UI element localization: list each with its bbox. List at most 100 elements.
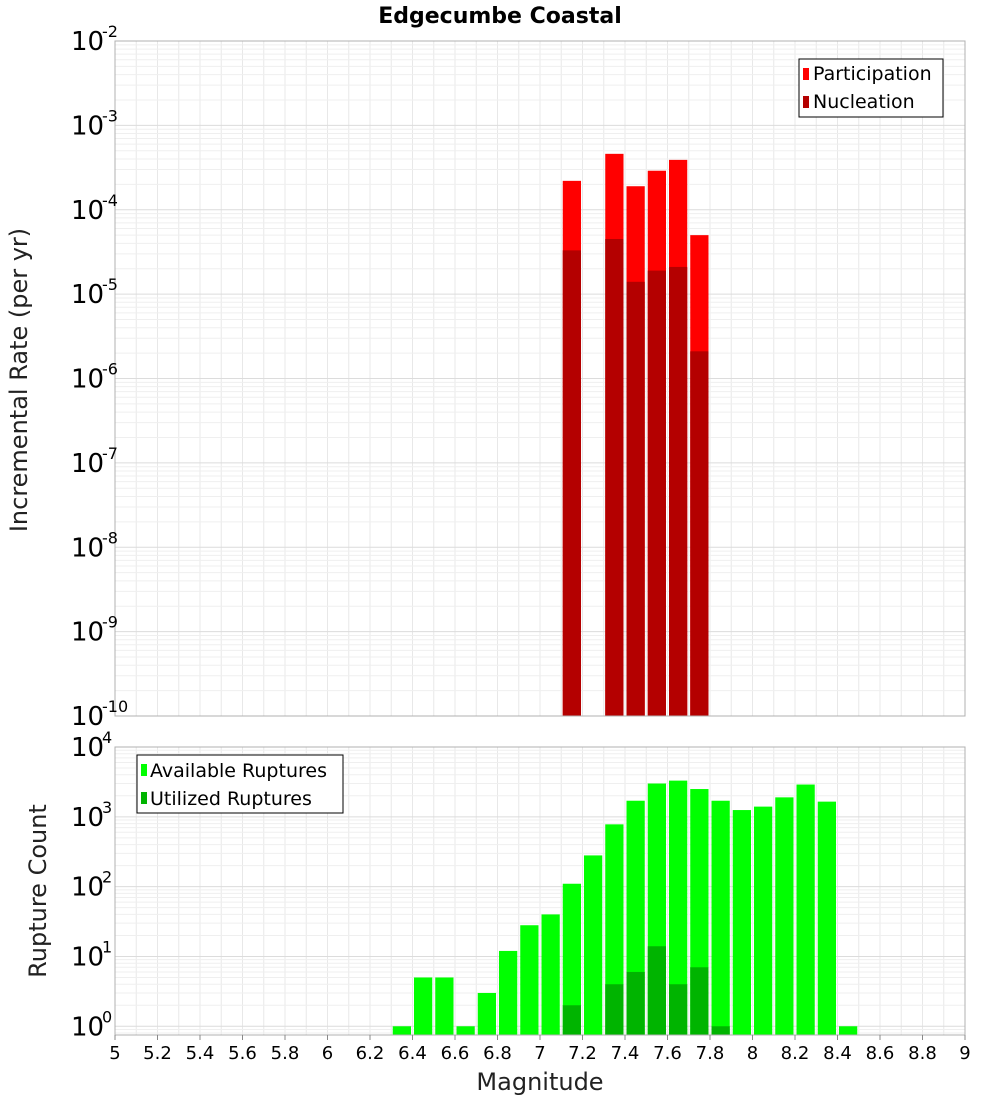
- y-tick-exponent: -6: [102, 360, 118, 379]
- x-tick-label: 8.6: [866, 1043, 895, 1064]
- x-tick-label: 5.2: [143, 1043, 172, 1064]
- y-tick-exponent: -5: [102, 275, 118, 294]
- y-tick-exponent: 3: [102, 798, 112, 817]
- y-tick-exponent: 0: [102, 1007, 112, 1026]
- top-gridlines: [114, 40, 966, 717]
- utilized-ruptures-bar: [690, 967, 709, 1035]
- nucleation-bar: [626, 281, 645, 716]
- bottom-y-axis-label: Rupture Count: [24, 804, 52, 978]
- nucleation-legend-swatch: [803, 96, 809, 108]
- utilized-ruptures-bar: [562, 1005, 581, 1035]
- available-ruptures-bar: [477, 992, 496, 1035]
- top-y-axis-label: Incremental Rate (per yr): [5, 228, 33, 532]
- y-tick-label: 10: [71, 803, 104, 833]
- x-tick-label: 8: [747, 1043, 758, 1064]
- y-tick-exponent: -2: [102, 22, 118, 41]
- available-ruptures-bar: [711, 800, 730, 1035]
- x-tick-label: 7.8: [696, 1043, 725, 1064]
- x-tick-label: 9: [959, 1043, 970, 1064]
- x-tick-label: 7.6: [653, 1043, 682, 1064]
- x-tick-label: 6.6: [441, 1043, 470, 1064]
- x-tick-label: 8.2: [781, 1043, 810, 1064]
- utilized-ruptures-bar: [669, 984, 688, 1035]
- y-tick-exponent: -10: [102, 697, 128, 716]
- y-tick-exponent: -9: [102, 613, 118, 632]
- available-legend-label: Available Ruptures: [150, 760, 327, 782]
- y-tick-exponent: 1: [102, 937, 112, 956]
- y-tick-label: 10: [71, 618, 104, 648]
- available-ruptures-bar: [605, 824, 624, 1035]
- nucleation-legend-label: Nucleation: [813, 91, 915, 113]
- y-tick-exponent: -8: [102, 528, 118, 547]
- chart-title: Edgecumbe Coastal: [378, 4, 622, 29]
- available-ruptures-bar: [796, 784, 815, 1035]
- bottom-bars: [392, 780, 858, 1035]
- y-tick-exponent: -3: [102, 106, 118, 125]
- x-tick-label: 8.4: [823, 1043, 852, 1064]
- y-tick-label: 10: [71, 702, 104, 732]
- y-tick-exponent: 4: [102, 728, 112, 747]
- y-tick-label: 10: [71, 873, 104, 903]
- x-tick-label: 5: [109, 1043, 120, 1064]
- available-ruptures-bar: [541, 914, 560, 1035]
- y-tick-label: 10: [71, 365, 104, 395]
- y-tick-label: 10: [71, 27, 104, 57]
- available-legend-swatch: [141, 764, 147, 776]
- available-ruptures-bar: [392, 1026, 411, 1035]
- top-bars: [562, 153, 709, 717]
- bottom-legend: Available Ruptures Utilized Ruptures: [136, 754, 344, 814]
- x-tick-label: 7.2: [568, 1043, 597, 1064]
- available-ruptures-bar: [562, 883, 581, 1035]
- x-tick-label: 5.6: [228, 1043, 257, 1064]
- x-tick-label: 6.2: [356, 1043, 385, 1064]
- available-ruptures-bar: [669, 780, 688, 1035]
- x-tick-label: 6.4: [398, 1043, 427, 1064]
- available-ruptures-bar: [456, 1026, 475, 1035]
- top-legend: Participation Nucleation: [798, 58, 944, 118]
- available-ruptures-bar: [435, 977, 454, 1035]
- utilized-ruptures-bar: [605, 984, 624, 1035]
- available-ruptures-bar: [754, 806, 773, 1035]
- y-tick-label: 10: [71, 280, 104, 310]
- available-ruptures-bar: [584, 855, 603, 1035]
- y-tick-label: 10: [71, 111, 104, 141]
- top-legend-box: [798, 58, 944, 118]
- y-tick-label: 10: [71, 196, 104, 226]
- x-tick-labels: 5 5.2 5.4 5.6 5.8 6 6.2 6.4 6.6 6.8 7 7.2 7.4 7.6 7.8 8…: [109, 1035, 971, 1064]
- bottom-gridlines: [114, 746, 966, 1035]
- y-tick-label: 10: [71, 449, 104, 479]
- utilized-legend-swatch: [141, 792, 147, 804]
- x-tick-label: 7: [534, 1043, 545, 1064]
- nucleation-bar: [562, 250, 581, 717]
- available-ruptures-bar: [499, 950, 518, 1035]
- top-plot-border: [114, 40, 966, 717]
- y-tick-label: 10: [71, 733, 104, 763]
- utilized-ruptures-bar: [626, 971, 645, 1035]
- x-tick-label: 6.8: [483, 1043, 512, 1064]
- y-tick-label: 10: [71, 942, 104, 972]
- utilized-ruptures-bar: [711, 1026, 730, 1035]
- available-ruptures-bar: [817, 801, 836, 1035]
- available-ruptures-bar: [414, 977, 433, 1035]
- available-ruptures-bar: [839, 1026, 858, 1035]
- x-tick-label: 5.8: [271, 1043, 300, 1064]
- utilized-ruptures-bar: [647, 946, 666, 1035]
- x-axis-label: Magnitude: [476, 1068, 603, 1096]
- available-ruptures-bar: [775, 797, 794, 1035]
- nucleation-bar: [669, 266, 688, 716]
- nucleation-bar: [647, 270, 666, 716]
- y-tick-exponent: -4: [102, 191, 118, 210]
- x-tick-label: 7.4: [611, 1043, 640, 1064]
- y-tick-label: 10: [71, 1012, 104, 1042]
- y-tick-exponent: -7: [102, 444, 118, 463]
- available-ruptures-bar: [520, 925, 539, 1035]
- y-tick-label: 10: [71, 533, 104, 563]
- y-tick-exponent: 2: [102, 868, 112, 887]
- x-tick-label: 5.4: [186, 1043, 215, 1064]
- nucleation-bar: [605, 239, 624, 716]
- participation-legend-swatch: [803, 68, 809, 80]
